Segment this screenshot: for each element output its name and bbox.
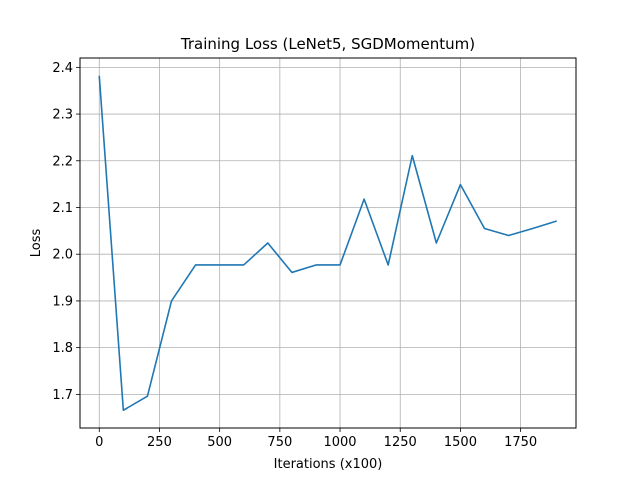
y-tick-label: 1.7 [52,388,73,403]
y-tick-label: 2.2 [52,154,73,169]
x-tick-label: 500 [207,435,232,450]
x-axis-ticks: 0 250 500 750 1000 1250 1500 1750 [95,428,537,450]
y-tick-label: 2.1 [52,201,73,216]
y-tick-label: 2.0 [52,248,73,263]
x-tick-label: 1000 [323,435,356,450]
x-tick-label: 750 [267,435,292,450]
series-line [98,75,557,412]
series-group [98,75,557,412]
chart-title: Training Loss (LeNet5, SGDMomentum) [180,35,475,53]
y-axis-ticks: 1.7 1.8 1.9 2.0 2.1 2.2 2.3 2.4 [52,61,80,403]
x-tick-label: 1500 [444,435,477,450]
plot-frame [79,57,577,429]
y-tick-label: 2.3 [52,108,73,123]
x-tick-label: 1250 [384,435,417,450]
x-tick-label: 250 [147,435,172,450]
y-axis-label: Loss [29,229,44,258]
y-tick-label: 1.8 [52,341,73,356]
y-tick-label: 1.9 [52,294,73,309]
grid-lines [80,58,576,428]
x-tick-label: 1750 [504,435,537,450]
x-tick-label: 0 [95,435,103,450]
y-tick-label: 2.4 [52,61,73,76]
x-axis-label: Iterations (x100) [274,457,383,472]
